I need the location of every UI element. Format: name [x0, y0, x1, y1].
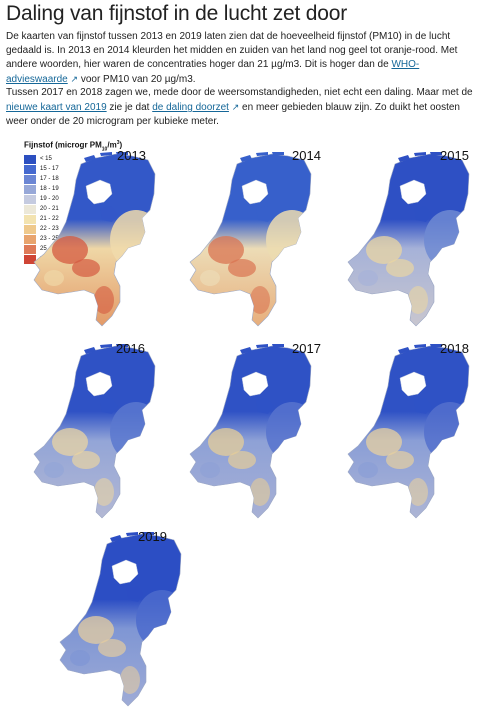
netherlands-map-2018	[347, 344, 470, 519]
legend-swatch	[24, 194, 36, 204]
map-year-label: 2014	[292, 148, 321, 163]
legend-swatch	[24, 154, 36, 164]
external-link-arrow-icon: ↗	[231, 102, 240, 112]
netherlands-map-2015	[347, 152, 470, 327]
legend-item: < 15	[24, 154, 122, 164]
netherlands-map-2017	[189, 344, 312, 519]
legend-label: 23 - 25	[40, 236, 59, 243]
netherlands-map-2013	[33, 152, 156, 327]
legend-item: 22 - 23	[24, 224, 122, 234]
new-map-2019-link[interactable]: nieuwe kaart van 2019	[6, 102, 107, 113]
legend-item: 19 - 20	[24, 194, 122, 204]
external-link-arrow-icon: ↗	[70, 74, 79, 84]
legend-swatch	[24, 224, 36, 234]
legend-swatch	[24, 174, 36, 184]
intro-paragraph: De kaarten van fijnstof tussen 2013 en 2…	[6, 30, 476, 87]
legend-item: 20 - 21	[24, 204, 122, 214]
map-year-label: 2015	[440, 148, 469, 163]
legend-label: 20 - 21	[40, 206, 59, 213]
map-year-label: 2019	[138, 529, 167, 544]
page-title: Daling van fijnstof in de lucht zet door	[6, 2, 348, 25]
legend-item: 23 - 25	[24, 234, 122, 244]
legend-item: 15 - 17	[24, 164, 122, 174]
legend-item: 21 - 22	[24, 214, 122, 224]
map-year-label: 2013	[117, 148, 146, 163]
legend-swatch	[24, 244, 36, 254]
netherlands-map-2014	[189, 152, 312, 327]
second-text-b: zie je dat	[106, 102, 153, 113]
intro-text-a: De kaarten van fijnstof tussen 2013 en 2…	[6, 31, 458, 70]
legend-title: Fijnstof (microgr PM10/m3)	[24, 140, 123, 153]
legend-item: 18 - 19	[24, 184, 122, 194]
legend-label: < 15	[40, 156, 52, 163]
decline-continues-link[interactable]: de daling doorzet	[152, 102, 229, 113]
second-text-a: Tussen 2017 en 2018 zagen we, mede door …	[6, 87, 473, 98]
legend-label: 21 - 22	[40, 216, 59, 223]
legend-swatch	[24, 234, 36, 244]
second-paragraph: Tussen 2017 en 2018 zagen we, mede door …	[6, 86, 476, 129]
legend-label: 22 - 23	[40, 226, 59, 233]
second-text-c: en meer gebieden blauw zijn. Zo duikt he…	[6, 102, 460, 127]
legend-swatch	[24, 214, 36, 224]
intro-text-b: voor PM10 van 20 µg/m3.	[78, 74, 196, 85]
legend-label: 17 - 18	[40, 176, 59, 183]
map-year-label: 2017	[292, 341, 321, 356]
map-year-label: 2018	[440, 341, 469, 356]
netherlands-map-2019	[59, 532, 182, 707]
map-year-label: 2016	[116, 341, 145, 356]
legend-label: 18 - 19	[40, 186, 59, 193]
legend-label: 19 - 20	[40, 196, 59, 203]
legend-swatch	[24, 204, 36, 214]
legend-label: 15 - 17	[40, 166, 59, 173]
legend-swatch	[24, 254, 36, 264]
legend-swatch	[24, 164, 36, 174]
who-advice-link[interactable]: WHO-advieswaarde	[6, 59, 420, 85]
legend-item: 17 - 18	[24, 174, 122, 184]
netherlands-map-2016	[33, 344, 156, 519]
legend-swatch	[24, 184, 36, 194]
